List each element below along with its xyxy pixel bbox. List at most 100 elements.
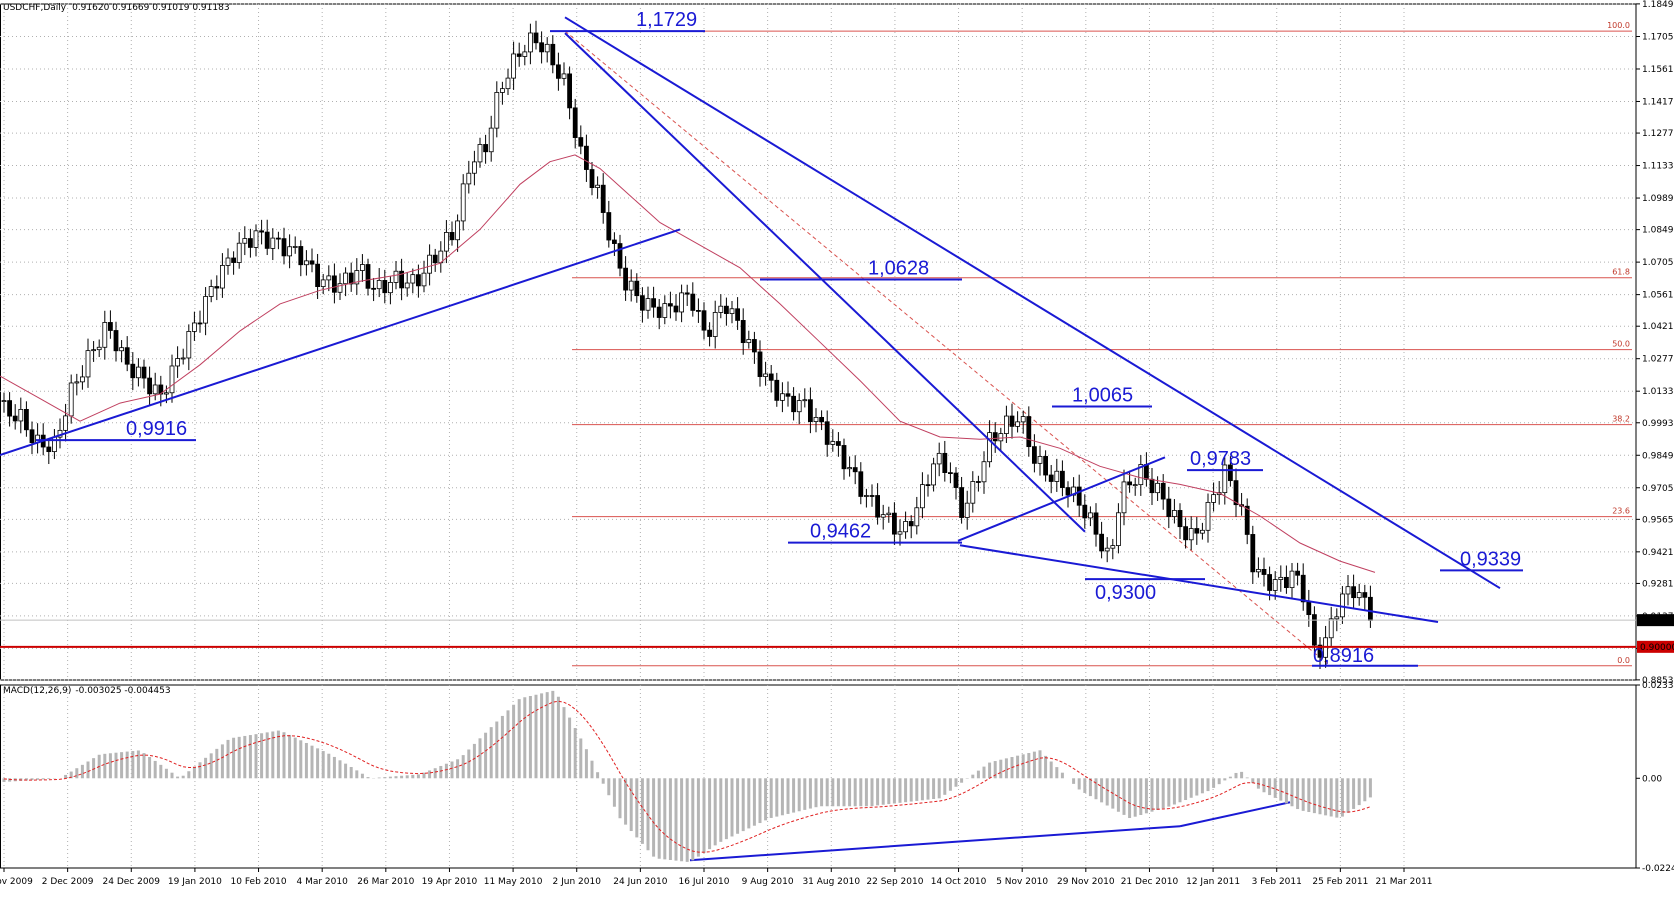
candle-body (595, 184, 600, 188)
candle-body (7, 400, 12, 417)
candle-body (556, 64, 561, 79)
trendline-falling-support (959, 544, 1439, 623)
candle-body (354, 270, 360, 285)
candle-body (606, 212, 612, 241)
candle-body (668, 303, 673, 307)
moving-average-line (0, 154, 1376, 573)
candle-body (757, 351, 763, 377)
candle-body (528, 32, 533, 53)
candle-body (1160, 482, 1166, 500)
candle-body (690, 293, 696, 311)
candle-body (494, 92, 500, 129)
candle-body (415, 274, 421, 287)
candle-body (578, 137, 584, 147)
candle-body (1155, 482, 1160, 494)
y-tick-label: 1.07050 (1642, 258, 1674, 268)
candle-body (85, 350, 91, 378)
candle-body (740, 320, 746, 344)
candle-body (959, 487, 964, 518)
horizontal-lines (0, 619, 1636, 648)
candle-body (774, 379, 780, 401)
candle-body (1306, 601, 1312, 616)
candle-body (376, 280, 382, 290)
candle-body (152, 384, 158, 395)
candle-body (1334, 616, 1340, 620)
candle-body (567, 73, 572, 109)
candle-body (1015, 421, 1020, 427)
y-tick-label: 1.08490 (1642, 226, 1674, 236)
grid (0, 3, 1637, 869)
candle-body (1099, 533, 1104, 552)
candle-body (432, 254, 438, 264)
candle-body (539, 42, 544, 53)
candle-body (337, 283, 343, 293)
candle-body (1205, 501, 1211, 531)
candle-body (936, 452, 942, 465)
x-tick-label: 5 Nov 2010 (996, 877, 1048, 887)
candle-body (124, 347, 130, 365)
candle-body (191, 322, 197, 332)
candle-body (186, 331, 192, 359)
candle-body (897, 531, 903, 535)
candle-body (1082, 504, 1088, 519)
x-tick-label: 4 Mar 2010 (297, 877, 349, 887)
candle-body (1, 400, 7, 402)
candle-body (1032, 446, 1037, 464)
support-price-tag: 0.90000 (1640, 643, 1674, 653)
macd-signal-line (3, 700, 1371, 853)
candle-body (1272, 579, 1278, 591)
candle-body (830, 441, 836, 445)
candle-body (1188, 528, 1194, 541)
time-axis: 10 Nov 2009 2 Dec 2009 24 Dec 2009 19 Jan 2… (0, 868, 1433, 887)
candle-body (1020, 416, 1026, 423)
candle-body (1222, 464, 1228, 494)
candle-body (679, 292, 684, 313)
candle-body (729, 308, 735, 314)
support-price-tag-bg (1637, 640, 1674, 653)
y-tick-label: 1.02770 (1642, 355, 1674, 365)
level-label: 1,0065 (1072, 385, 1133, 407)
candle-body (1172, 510, 1177, 517)
candle-body (96, 346, 102, 351)
candle-body (208, 286, 214, 297)
candle-body (584, 145, 589, 170)
candle-body (1362, 592, 1368, 598)
candle-body (1144, 464, 1149, 480)
level-labels: 1,1729 1,0628 1,0065 0,9916 0,9783 0,9462 0,93… (126, 9, 1521, 667)
candle-body (499, 88, 505, 93)
level-label: 0,9916 (126, 418, 187, 440)
candle-body (942, 452, 948, 473)
candle-body (1340, 593, 1345, 618)
candle-body (511, 53, 517, 79)
candle-body (802, 399, 808, 402)
macd-trendline-1 (689, 825, 1181, 862)
candle-body (712, 312, 718, 337)
candle-body (488, 127, 494, 153)
current-price-tag-bg (1637, 614, 1674, 627)
candle-body (91, 349, 96, 352)
fib-label: 23.6 (1612, 507, 1630, 516)
x-tick-label: 21 Mar 2011 (1375, 877, 1432, 887)
candle-body (1121, 481, 1127, 514)
x-tick-label: 29 Nov 2010 (1057, 877, 1115, 887)
candle-body (1060, 470, 1065, 488)
candle-body (634, 280, 640, 297)
candle-body (992, 432, 998, 442)
candle-body (1043, 456, 1048, 476)
x-tick-label: 9 Aug 2010 (742, 877, 794, 887)
candle-body (1368, 596, 1373, 621)
x-tick-label: 22 Sep 2010 (866, 877, 923, 887)
candle-body (903, 521, 908, 533)
candle-body (673, 305, 679, 313)
candle-body (998, 433, 1004, 442)
candle-body (180, 357, 186, 360)
candle-body (102, 322, 108, 348)
candle-body (841, 445, 847, 470)
candle-body (645, 298, 651, 311)
candle-body (925, 484, 931, 487)
candle-body (724, 305, 729, 314)
candle-body (163, 392, 169, 395)
